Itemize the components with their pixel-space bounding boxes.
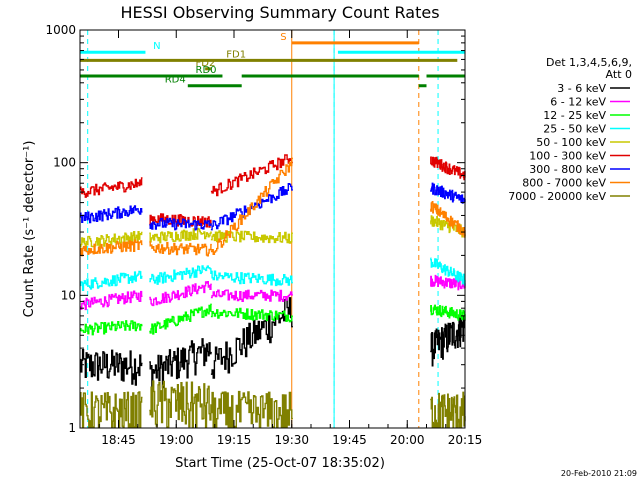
status-bar-label: RD4 [165, 75, 186, 86]
legend-title: Att 0 [606, 68, 632, 81]
series-line-segment [149, 217, 212, 231]
legend-item-label: 3 - 6 keV [557, 82, 606, 95]
series-line-segment [430, 391, 466, 428]
series-line-segment [210, 297, 293, 379]
legend-item-label: 300 - 800 keV [529, 163, 606, 176]
legend-title: Det 1,3,4,5,6,9, [546, 56, 632, 69]
series-line-segment [80, 177, 143, 198]
series-line-segment [80, 320, 143, 336]
legend-item-label: 800 - 7000 keV [522, 177, 606, 190]
axes: 18:45 19:00 19:15 19:30 19:45 20:00 20:15 1 10 10… [45, 23, 482, 447]
series-line-segment [149, 227, 212, 244]
legend-item-label: 25 - 50 keV [543, 123, 606, 136]
series-line-segment [210, 157, 293, 255]
y-tick-label: 1000 [45, 23, 76, 37]
legend-item-label: 6 - 12 keV [550, 96, 606, 109]
status-bar-label: RD0 [196, 65, 217, 76]
series-line-segment [210, 390, 293, 428]
series-line-segment [210, 270, 293, 287]
series-25-50-kev [80, 257, 466, 291]
series-line-segment [430, 201, 466, 238]
series-line-segment [149, 265, 212, 285]
series-line-segment [80, 270, 143, 291]
series-line-segment [80, 231, 143, 249]
x-axis-label: Start Time (25-Oct-07 18:35:02) [175, 456, 385, 471]
y-tick-label: 10 [61, 288, 76, 302]
x-tick-label: 19:15 [217, 433, 252, 447]
series-12-25-kev [80, 303, 466, 336]
series-line-segment [430, 257, 466, 286]
legend-item-label: 12 - 25 keV [543, 109, 606, 122]
status-bar-label: S [280, 32, 286, 43]
series-line-segment [149, 241, 212, 257]
series-line-segment [149, 303, 212, 335]
series-line-segment [430, 182, 466, 204]
status-bar-fd2: FD2 [196, 58, 216, 71]
y-tick-label: 100 [53, 156, 76, 170]
status-bar-label: N [153, 41, 160, 52]
x-tick-label: 20:15 [448, 433, 483, 447]
series-7000-20000-kev [80, 380, 466, 428]
legend-item-label: 50 - 100 keV [536, 136, 606, 149]
y-tick-label: 1 [68, 421, 76, 435]
x-tick-label: 19:30 [274, 433, 309, 447]
series-line-segment [80, 391, 143, 428]
series-3-6-kev [80, 297, 466, 393]
series-line-segment [149, 281, 212, 307]
series-line-segment [210, 289, 293, 302]
series-line-segment [210, 154, 293, 197]
series-line-segment [210, 307, 293, 323]
series-line-segment [430, 156, 466, 181]
y-axis-label: Count Rate (s⁻¹ detector⁻¹) [22, 141, 37, 318]
series-line-segment [210, 230, 293, 244]
legend-item-label: 100 - 300 keV [529, 150, 606, 163]
series-line-segment [80, 349, 143, 386]
x-tick-label: 18:45 [101, 433, 136, 447]
series-line-segment [430, 304, 466, 321]
x-tick-label: 19:45 [332, 433, 367, 447]
series-300-800-kev [80, 182, 466, 231]
series-6-12-kev [80, 274, 466, 311]
series-line-segment [80, 239, 143, 257]
legend-item-label: 7000 - 20000 keV [508, 190, 606, 203]
status-bar-fd1: FD1 [80, 49, 458, 62]
status-bar-n: N [80, 41, 465, 54]
footer-date: 20-Feb-2010 21:09 [561, 469, 637, 478]
series-line-segment [80, 205, 143, 224]
x-tick-label: 19:00 [159, 433, 194, 447]
status-bar-label: FD1 [226, 49, 246, 60]
series-line-segment [149, 380, 212, 428]
series-line-segment [149, 338, 212, 393]
status-bar-rd0: RD0 [80, 65, 465, 78]
status-bar-s: S [280, 32, 419, 45]
x-tick-label: 20:00 [390, 433, 425, 447]
status-bar-label: FD2 [196, 58, 216, 69]
series-line-segment [80, 290, 143, 311]
series-line-segment [430, 315, 466, 367]
series-800-7000-kev [80, 157, 466, 257]
chart-title: HESSI Observing Summary Count Rates [120, 3, 439, 22]
status-bar-rd4: RD4 [165, 75, 427, 88]
